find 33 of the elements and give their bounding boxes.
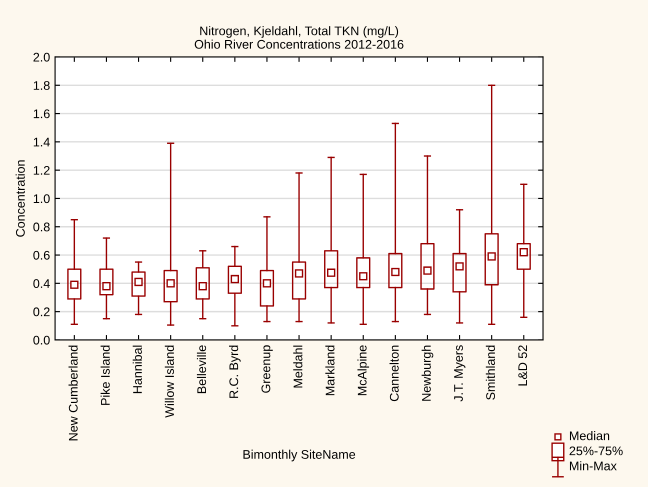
x-tick-label: Pike Island [100, 346, 110, 405]
y-tick-label: 0.4 [33, 279, 50, 288]
y-tick-label: 1.0 [34, 194, 50, 204]
y-tick-label: 1.8 [34, 81, 50, 90]
y-tick-label: 1.4 [34, 138, 50, 146]
y-tick-label: 0.6 [33, 250, 50, 260]
y-tick-label: 0.0 [33, 336, 50, 345]
x-tick-label: R.C. Byrd [229, 346, 241, 398]
text: 25%-75% [570, 446, 623, 456]
y-tick-label: 0.8 [33, 222, 50, 232]
x-tick-label: Hannibal [132, 346, 142, 394]
y-tick-label: 1.6 [34, 109, 50, 118]
x-tick-label: Willow Island [164, 346, 174, 418]
x-tick-label: Meldahl [293, 346, 302, 388]
text: Min-Max [570, 461, 617, 470]
y-tick-label: 0.2 [33, 307, 50, 316]
y-axis-title: Concentration [16, 160, 25, 237]
chart-title: Nitrogen, Kjeldahl, Total TKN (mg/L) [200, 26, 398, 38]
text: Median [570, 431, 610, 440]
x-tick-label: Smithland [486, 346, 496, 400]
x-tick-label: Belleville [196, 345, 206, 394]
x-axis-title: Bimonthly SiteName [243, 450, 356, 462]
x-tick-label: McAlpine [357, 345, 370, 396]
x-tick-label: Greenup [261, 345, 273, 393]
y-tick-label: 1.2 [34, 166, 50, 175]
x-tick-label: Newburgh [422, 346, 434, 401]
x-tick-label: J.T. Myers [454, 345, 466, 402]
chart-subtitle: Ohio River Concentrations 2012-2016 [194, 40, 404, 49]
y-tick-label: 2.0 [33, 52, 50, 62]
x-tick-label: Cannelton [390, 346, 399, 402]
x-tick-label: Markland [325, 346, 335, 396]
x-tick-label: L&D 52 [518, 345, 528, 386]
x-tick-label: New Cumberland [68, 346, 78, 440]
